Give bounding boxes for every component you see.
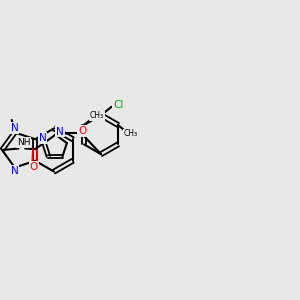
- Text: N: N: [11, 123, 19, 133]
- Text: CH₃: CH₃: [90, 111, 104, 120]
- Text: O: O: [30, 162, 38, 172]
- Text: N: N: [56, 127, 64, 137]
- Text: O: O: [78, 126, 86, 136]
- Text: CH₃: CH₃: [124, 129, 138, 138]
- Text: N: N: [11, 166, 19, 176]
- Text: Cl: Cl: [113, 100, 123, 110]
- Text: NH: NH: [17, 138, 31, 147]
- Text: N: N: [39, 133, 46, 143]
